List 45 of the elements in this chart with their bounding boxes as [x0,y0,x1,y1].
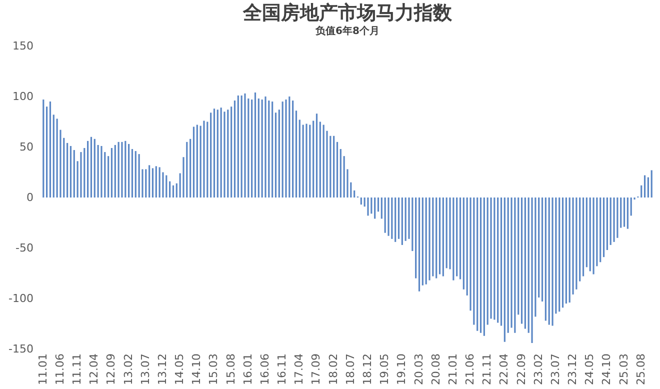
x-tick-label: 24.05 [583,354,596,385]
y-tick-label: -50 [16,242,34,254]
x-tick-label: 20.03 [412,354,426,385]
x-tick-label: 18.12 [361,354,374,385]
x-tick-label: 23.02 [532,354,545,385]
x-tick-label: 25.03 [617,354,630,385]
x-tick-label: 17.09 [310,354,323,385]
x-tick-label: 19.10 [395,354,408,385]
x-tick-label: 25.08 [634,354,648,385]
x-tick-label: 11.11 [70,354,84,385]
x-tick-label: 12.09 [104,354,118,385]
x-tick-label: 13.02 [122,354,135,385]
x-tick-label: 23.12 [566,354,580,385]
x-tick-label: 11.01 [36,354,50,385]
x-tick-label: 24.10 [600,354,614,385]
x-tick-label: 16.01 [241,354,254,385]
y-tick-label: 150 [12,40,34,52]
x-tick-label: 17.04 [292,354,306,385]
x-tick-label: 18.02 [326,354,340,385]
x-tick-label: 13.07 [138,354,152,385]
y-tick-label: -100 [8,292,34,305]
x-tick-label: 18.07 [344,354,357,385]
x-tick-label: 16.06 [258,354,272,385]
x-tick-label: 15.08 [224,354,238,385]
x-tick-label: 21.06 [464,354,477,385]
x-tick-label: 22.09 [514,354,528,385]
y-tick-label: 100 [12,90,34,103]
y-tick-label: -150 [8,342,34,356]
x-tick-label: 15.03 [207,354,220,385]
x-tick-label: 13.12 [156,354,169,385]
x-tick-label: 12.04 [88,354,101,385]
x-tick-label: 11.06 [53,354,66,385]
x-tick-label: 20.08 [429,354,442,385]
x-tick-label: 14.05 [173,354,186,385]
x-tick-label: 22.04 [498,354,511,385]
x-tick-label: 21.01 [446,354,460,385]
chart-subtitle: 负值6年8个月 [314,25,380,37]
chart-title: 全国房地产市场马力指数 [242,2,453,24]
x-tick-label: 16.11 [276,354,289,385]
x-tick-label: 23.07 [548,354,562,385]
y-tick-label: 0 [26,191,34,204]
x-tick-label: 14.10 [190,354,204,385]
x-tick-label: 21.11 [480,354,494,385]
x-tick-label: 19.05 [378,354,392,385]
y-tick-label: 50 [20,140,34,154]
